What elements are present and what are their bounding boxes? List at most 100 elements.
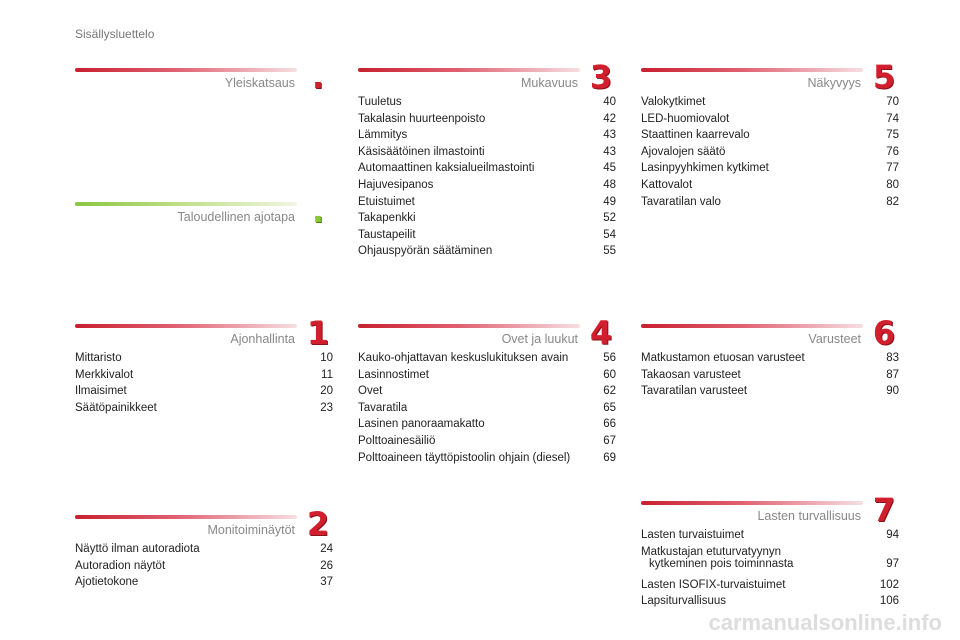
entry-page: 65 xyxy=(603,401,616,414)
section-number: 1 xyxy=(306,314,330,352)
toc-entry: Tavaratilan varusteet 90 xyxy=(641,385,899,397)
toc-entry: Lapsiturvallisuus 106 xyxy=(641,595,899,607)
toc-entry: Lasinpyyhkimen kytkimet 77 xyxy=(641,162,899,174)
entry-label: Tuuletus xyxy=(358,96,402,108)
entry-page: 56 xyxy=(603,352,616,364)
toc-entry: Säätöpainikkeet 23 xyxy=(75,402,333,414)
toc-entry: Käsisäätöinen ilmastointi 43 xyxy=(358,146,616,158)
section-number: 5 xyxy=(872,58,896,96)
entry-page: 102 xyxy=(879,578,899,591)
entry-page: 70 xyxy=(886,96,899,108)
toc-entry: Takaosan varusteet 87 xyxy=(641,369,899,381)
entry-label: Lämmitys xyxy=(358,129,408,142)
toc-entry: Staattinen kaarrevalo 75 xyxy=(641,129,899,141)
section-bar xyxy=(641,501,863,505)
toc-entry: Tuuletus 40 xyxy=(358,96,616,108)
entry-label: Ajotietokone xyxy=(75,576,139,589)
toc-entry: Lasten ISOFIX-turvaistuimet 102 xyxy=(641,579,899,591)
entry-page: 42 xyxy=(603,112,616,125)
toc-entry: Autoradion näytöt 26 xyxy=(75,560,333,572)
entry-label: Näyttö ilman autoradiota xyxy=(75,543,200,555)
entry-label: Lasinen panoraamakatto xyxy=(358,418,485,431)
entry-label: Tavaratilan valo xyxy=(641,195,721,208)
entry-page: 62 xyxy=(603,385,616,398)
toc-entry: Valokytkimet 70 xyxy=(641,96,899,108)
entry-page: 82 xyxy=(886,195,899,208)
entry-label: Ajovalojen säätö xyxy=(641,145,726,158)
entry-page: 94 xyxy=(886,529,899,541)
section-title: Ajonhallinta xyxy=(230,332,295,346)
entry-page: 52 xyxy=(603,212,616,225)
toc-entry: Merkkivalot 11 xyxy=(75,369,333,381)
entry-label: Polttoaineen täyttöpistoolin ohjain (die… xyxy=(358,451,571,464)
entry-page: 69 xyxy=(603,451,616,464)
section-title: Mukavuus xyxy=(521,76,578,90)
toc-entry: Lasten turvaistuimet 94 xyxy=(641,529,899,541)
entry-page: 75 xyxy=(886,129,899,142)
toc-entry: Etuistuimet 49 xyxy=(358,196,616,208)
entry-label: Käsisäätöinen ilmastointi xyxy=(358,145,485,158)
section-bar xyxy=(358,68,580,72)
section-title: Varusteet xyxy=(808,332,861,346)
entry-label: Lasten ISOFIX-turvaistuimet xyxy=(641,578,786,591)
entry-label: Matkustamon etuosan varusteet xyxy=(641,352,805,364)
section-bar xyxy=(641,324,863,328)
entry-page: 80 xyxy=(886,179,899,191)
toc-entry: Takalasin huurteenpoisto 42 xyxy=(358,113,616,125)
entry-page: 43 xyxy=(603,129,616,142)
entry-page: 45 xyxy=(603,162,616,175)
entry-label: Lasinnostimet xyxy=(358,368,429,381)
section-number: 4 xyxy=(589,314,613,352)
entry-label: Autoradion näytöt xyxy=(75,559,166,572)
watermark: carmanualsonline.info xyxy=(708,610,943,635)
entry-label: Tavaratilan varusteet xyxy=(641,385,748,398)
entry-label: Säätöpainikkeet xyxy=(75,401,157,414)
entry-label: Takaosan varusteet xyxy=(641,368,741,381)
entry-label: Staattinen kaarrevalo xyxy=(641,129,750,142)
section-number: . xyxy=(311,58,325,96)
entry-label: Kauko-ohjattavan keskuslukituksen avain xyxy=(358,352,569,364)
entry-page: 20 xyxy=(320,385,333,398)
entry-label: Ohjauspyörän säätäminen xyxy=(358,245,493,258)
section-number: 6 xyxy=(872,314,896,352)
entry-label: Lasinpyyhkimen kytkimet xyxy=(641,162,769,175)
toc-entry: Ajovalojen säätö 76 xyxy=(641,146,899,158)
section-number: 7 xyxy=(872,491,896,529)
section-bar xyxy=(75,324,297,328)
entry-page: 43 xyxy=(603,145,616,158)
toc-entry: Ajotietokone 37 xyxy=(75,576,333,588)
section-number: 3 xyxy=(589,58,613,96)
toc-entry: Ilmaisimet 20 xyxy=(75,385,333,397)
section-number: 2 xyxy=(306,505,330,543)
toc-entry: Lasinen panoraamakatto 66 xyxy=(358,418,616,430)
entry-page: 87 xyxy=(886,368,899,381)
entry-page: 37 xyxy=(320,576,333,589)
entry-page: 49 xyxy=(603,195,616,208)
entry-page: 54 xyxy=(603,228,616,241)
toc-entry: LED-huomiovalot 74 xyxy=(641,113,899,125)
entry-label: LED-huomiovalot xyxy=(641,112,730,125)
entry-label: Lasten turvaistuimet xyxy=(641,529,744,541)
toc-entry: Lämmitys 43 xyxy=(358,129,616,141)
section-bar xyxy=(75,68,297,72)
header-title: Sisällysluettelo xyxy=(75,27,155,41)
toc-entry: Kattovalot 80 xyxy=(641,179,899,191)
entry-label: Tavaratila xyxy=(358,401,408,414)
entry-label: Lapsiturvallisuus xyxy=(641,595,727,608)
toc-entry: Näyttö ilman autoradiota 24 xyxy=(75,543,333,555)
entry-page: 66 xyxy=(603,418,616,431)
toc-entry: Polttoaineen täyttöpistoolin ohjain (die… xyxy=(358,452,616,464)
toc-entry: Hajuvesipanos 48 xyxy=(358,179,616,191)
section-title: Monitoiminäytöt xyxy=(207,523,295,537)
section-title: Lasten turvallisuus xyxy=(757,509,861,523)
section-title: Näkyvyys xyxy=(807,76,861,90)
entry-label: Polttoainesäiliö xyxy=(358,435,436,447)
toc-entry: Automaattinen kaksialueilmastointi 45 xyxy=(358,162,616,174)
entry-label: Merkkivalot xyxy=(75,368,134,381)
entry-label: Kattovalot xyxy=(641,179,693,191)
toc-entry: Takapenkki 52 xyxy=(358,212,616,224)
entry-page: 26 xyxy=(320,559,333,572)
entry-page: 74 xyxy=(886,112,899,125)
entry-label: Takalasin huurteenpoisto xyxy=(358,112,486,125)
